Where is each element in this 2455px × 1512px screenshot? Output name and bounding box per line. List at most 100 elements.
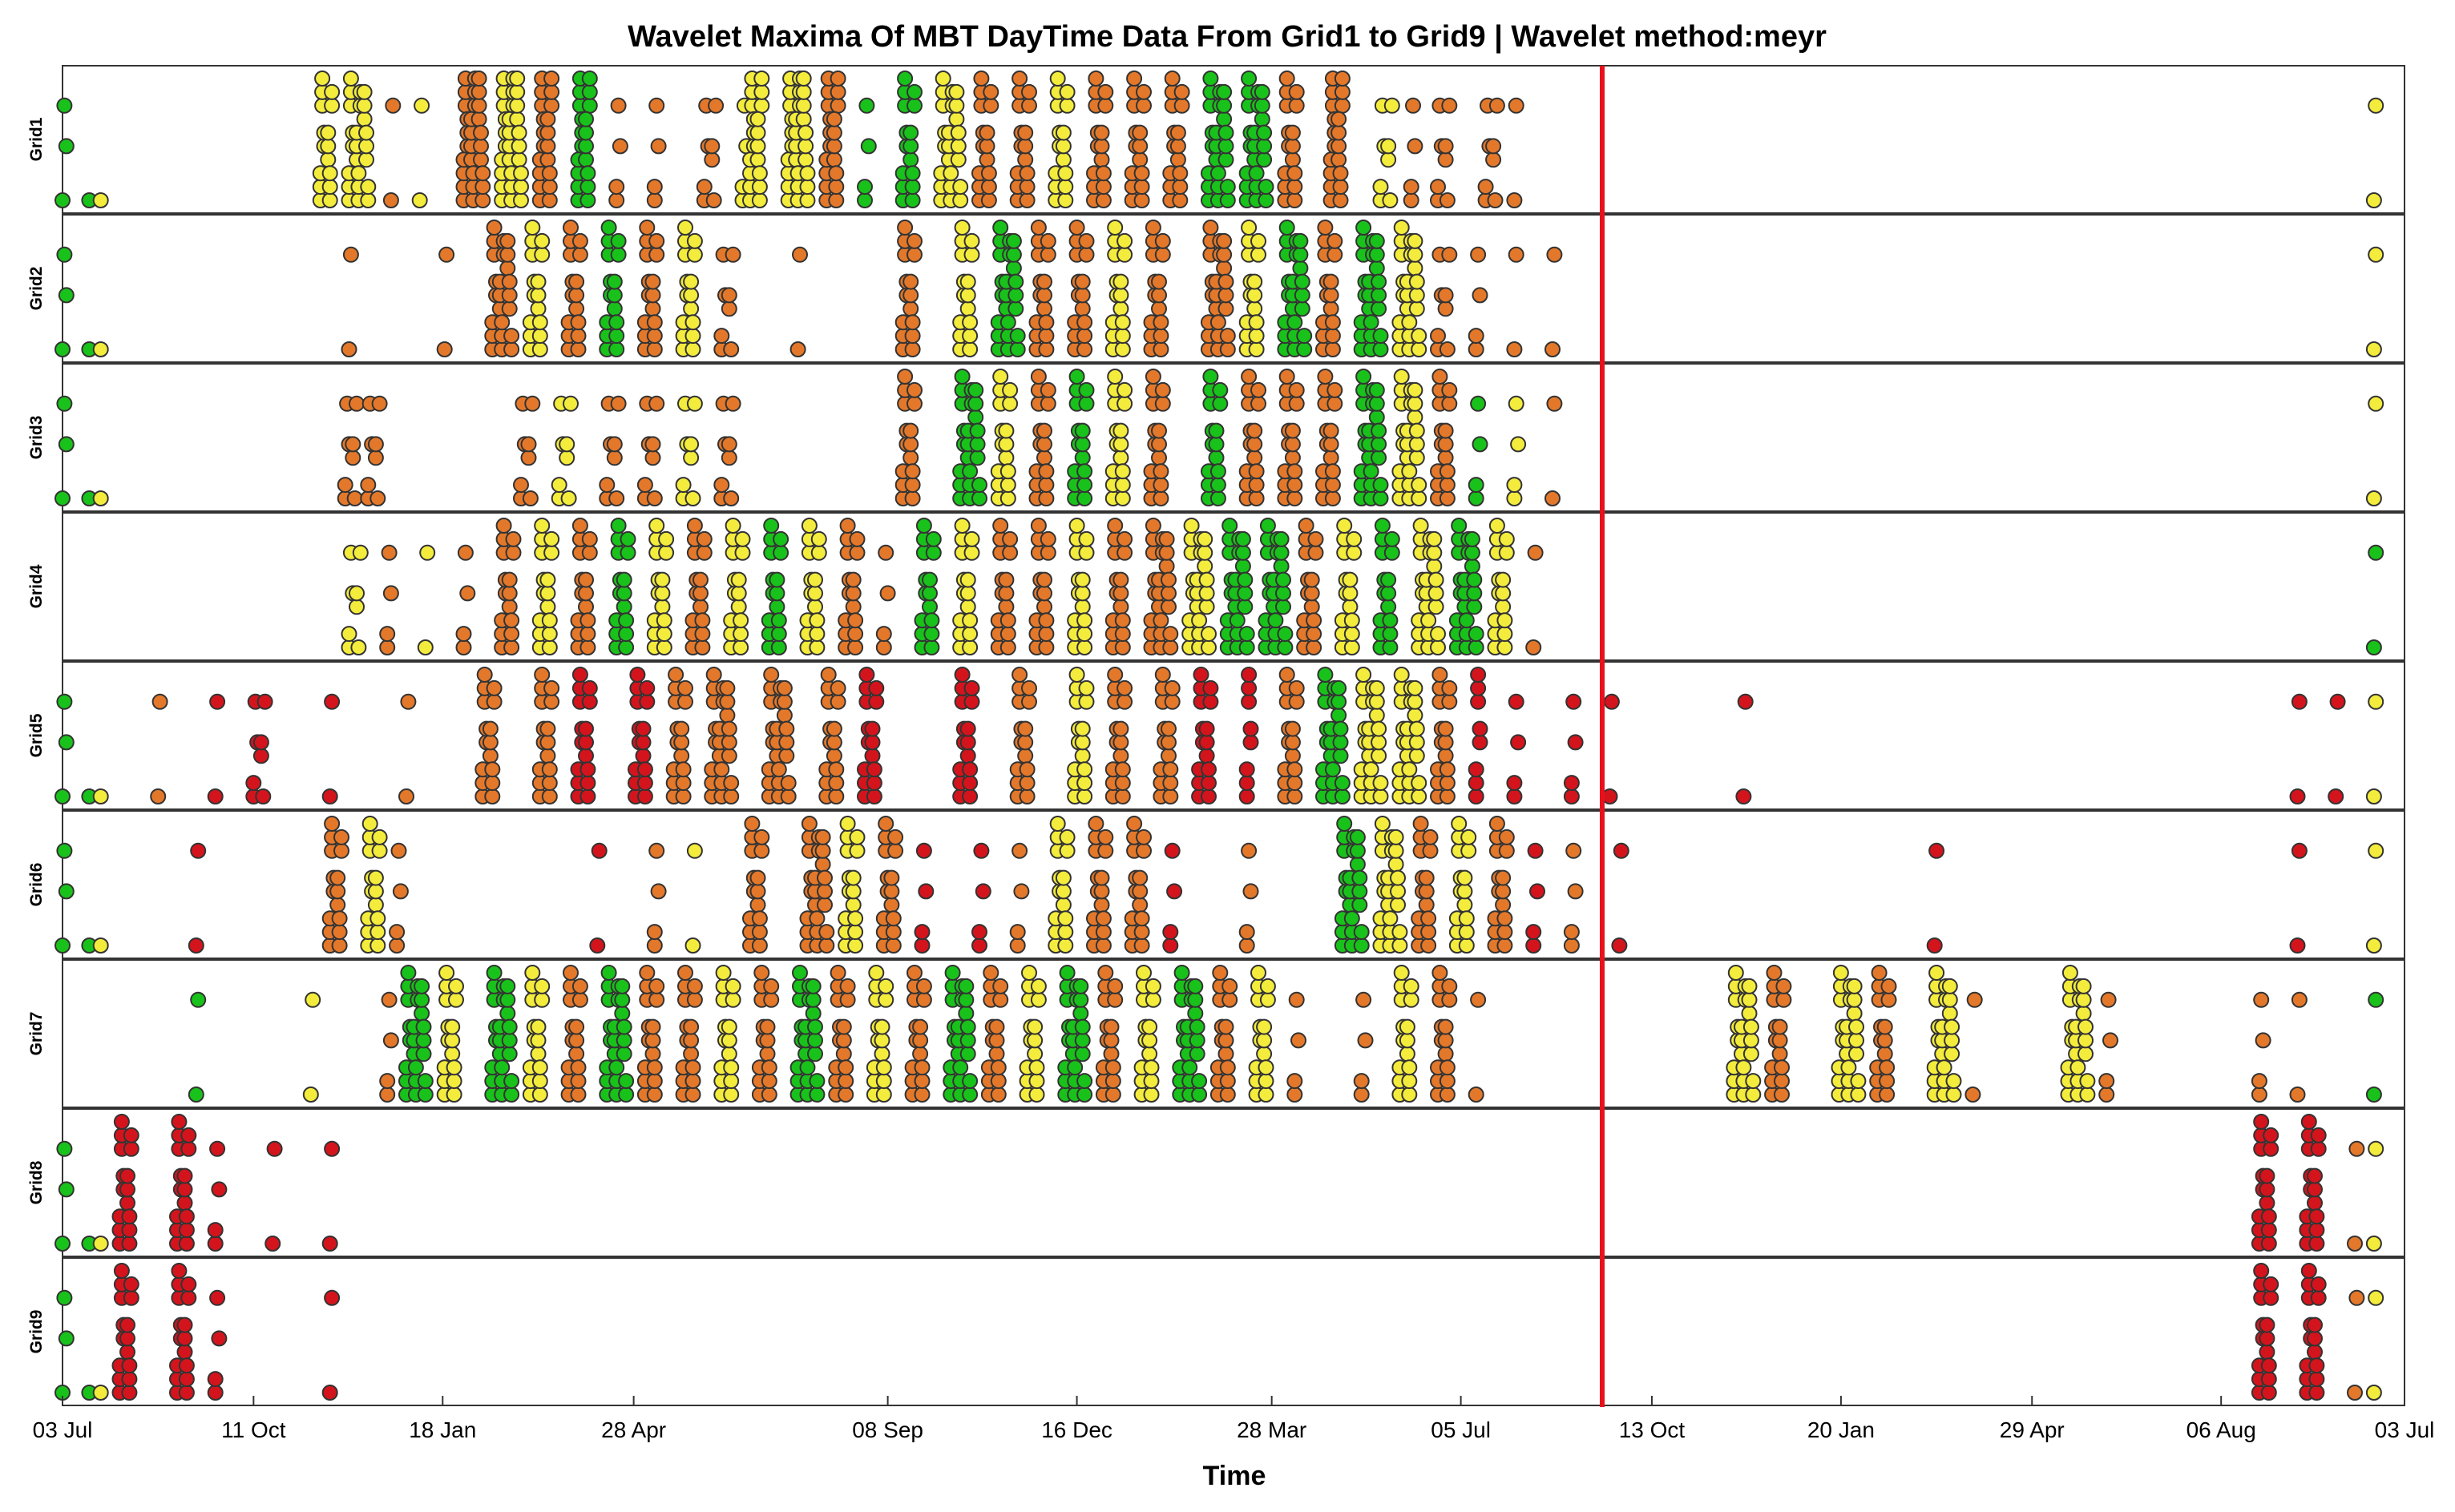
maxima-point <box>1005 260 1022 276</box>
maxima-point <box>1242 883 1259 900</box>
maxima-point <box>541 626 558 643</box>
maxima-point <box>390 842 407 859</box>
maxima-point <box>1173 83 1190 100</box>
maxima-point <box>618 626 635 643</box>
maxima-point <box>570 314 587 331</box>
maxima-point <box>1466 599 1483 615</box>
maxima-point <box>379 639 396 655</box>
maxima-point <box>878 544 894 561</box>
maxima-point <box>721 287 737 304</box>
maxima-point <box>725 518 741 534</box>
maxima-point <box>959 599 976 615</box>
maxima-point <box>2069 1059 2086 1076</box>
maxima-point <box>486 693 503 710</box>
maxima-point <box>1036 273 1052 290</box>
maxima-point <box>1009 341 1026 357</box>
maxima-point <box>578 748 594 764</box>
maxima-point <box>570 1087 587 1103</box>
maxima-point <box>1324 490 1341 506</box>
maxima-point <box>436 341 453 357</box>
maxima-point <box>178 1371 195 1388</box>
maxima-point <box>1426 558 1443 575</box>
maxima-point <box>925 544 942 561</box>
maxima-point <box>979 151 995 168</box>
maxima-point <box>1241 71 1258 87</box>
maxima-point <box>1567 734 1584 751</box>
maxima-point <box>245 775 262 792</box>
maxima-point <box>1431 965 1448 981</box>
maxima-point <box>1275 599 1291 615</box>
maxima-point <box>1407 138 1423 155</box>
maxima-point <box>761 1087 777 1103</box>
maxima-point <box>1468 1087 1484 1103</box>
maxima-point <box>1288 395 1305 412</box>
maxima-point <box>1250 395 1266 412</box>
maxima-point <box>1324 761 1341 778</box>
maxima-point <box>1153 328 1169 345</box>
maxima-point <box>1208 436 1225 453</box>
maxima-point <box>1371 450 1387 466</box>
panel-grid2: Grid2 <box>27 214 2405 363</box>
maxima-point <box>713 328 730 345</box>
maxima-point <box>329 897 346 913</box>
maxima-point <box>654 585 671 602</box>
maxima-point <box>448 991 464 1008</box>
maxima-point <box>1038 490 1055 506</box>
maxima-point <box>962 463 979 480</box>
maxima-point <box>923 639 940 655</box>
x-tick-label: 03 Jul <box>2375 1417 2435 1442</box>
maxima-point <box>845 897 862 913</box>
maxima-point <box>770 639 787 655</box>
maxima-point <box>1237 571 1254 588</box>
maxima-point <box>1343 910 1360 927</box>
maxima-point <box>324 816 341 832</box>
maxima-point <box>1288 693 1305 710</box>
maxima-point <box>1162 775 1179 792</box>
maxima-point <box>950 151 967 168</box>
maxima-point <box>1401 1073 1418 1090</box>
maxima-point <box>1284 422 1301 439</box>
maxima-point <box>839 991 856 1008</box>
maxima-point <box>499 978 516 994</box>
panel-grid8: Grid8 <box>27 1108 2405 1257</box>
maxima-point <box>1368 260 1385 276</box>
maxima-point <box>568 1046 585 1062</box>
maxima-point <box>1164 842 1181 859</box>
maxima-point <box>959 1032 976 1049</box>
maxima-point <box>1307 544 1324 561</box>
maxima-point <box>486 679 503 696</box>
maxima-point <box>1441 395 1458 412</box>
maxima-point <box>1141 1018 1158 1035</box>
maxima-point <box>578 734 594 751</box>
panel-grid6: Grid6 <box>27 810 2405 959</box>
maxima-point <box>1074 720 1091 737</box>
maxima-point <box>503 328 520 345</box>
maxima-point <box>866 775 882 792</box>
maxima-point <box>2102 1032 2118 1049</box>
maxima-point <box>444 1046 461 1062</box>
maxima-point <box>530 1046 547 1062</box>
maxima-point <box>446 1073 462 1090</box>
maxima-point <box>571 518 588 534</box>
maxima-point <box>1209 314 1226 331</box>
maxima-point <box>1078 395 1095 412</box>
maxima-point <box>1353 937 1370 954</box>
maxima-point <box>801 816 818 832</box>
maxima-point <box>1332 748 1349 764</box>
maxima-point <box>954 369 971 385</box>
maxima-point <box>1412 816 1429 832</box>
maxima-point <box>684 1087 701 1103</box>
maxima-point <box>530 1018 547 1035</box>
maxima-point <box>1470 667 1487 683</box>
maxima-point <box>1248 165 1265 182</box>
maxima-point <box>809 639 826 655</box>
maxima-point <box>847 612 864 629</box>
maxima-point <box>1158 544 1175 561</box>
maxima-point <box>2365 788 2382 804</box>
maxima-point <box>887 842 904 859</box>
maxima-point <box>1136 965 1152 981</box>
maxima-point <box>539 720 556 737</box>
maxima-point <box>1871 965 1888 981</box>
maxima-point <box>119 1167 135 1184</box>
maxima-point <box>1544 490 1561 506</box>
